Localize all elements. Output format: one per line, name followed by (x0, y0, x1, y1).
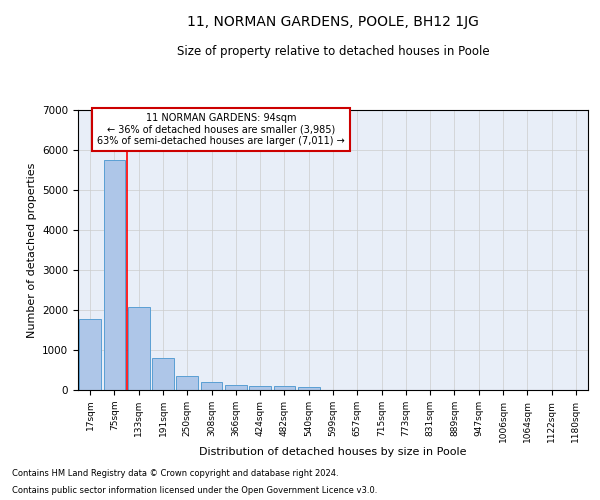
Bar (225, 385, 247, 390)
Text: 11, NORMAN GARDENS, POOLE, BH12 1JG: 11, NORMAN GARDENS, POOLE, BH12 1JG (187, 15, 479, 29)
Bar (249, 386, 271, 390)
Bar (298, 387, 320, 390)
X-axis label: Distribution of detached houses by size in Poole: Distribution of detached houses by size … (199, 448, 467, 458)
Bar (104, 160, 125, 390)
Text: Size of property relative to detached houses in Poole: Size of property relative to detached ho… (176, 45, 490, 58)
Bar (176, 376, 198, 390)
Text: 11 NORMAN GARDENS: 94sqm
← 36% of detached houses are smaller (3,985)
63% of sem: 11 NORMAN GARDENS: 94sqm ← 36% of detach… (97, 113, 344, 146)
Bar (128, 307, 149, 390)
Text: Contains HM Land Registry data © Crown copyright and database right 2024.: Contains HM Land Registry data © Crown c… (12, 468, 338, 477)
Bar (79, 319, 101, 390)
Bar (200, 382, 223, 390)
Bar (152, 358, 174, 390)
Bar (274, 386, 295, 390)
Y-axis label: Number of detached properties: Number of detached properties (26, 162, 37, 338)
Text: Contains public sector information licensed under the Open Government Licence v3: Contains public sector information licen… (12, 486, 377, 495)
